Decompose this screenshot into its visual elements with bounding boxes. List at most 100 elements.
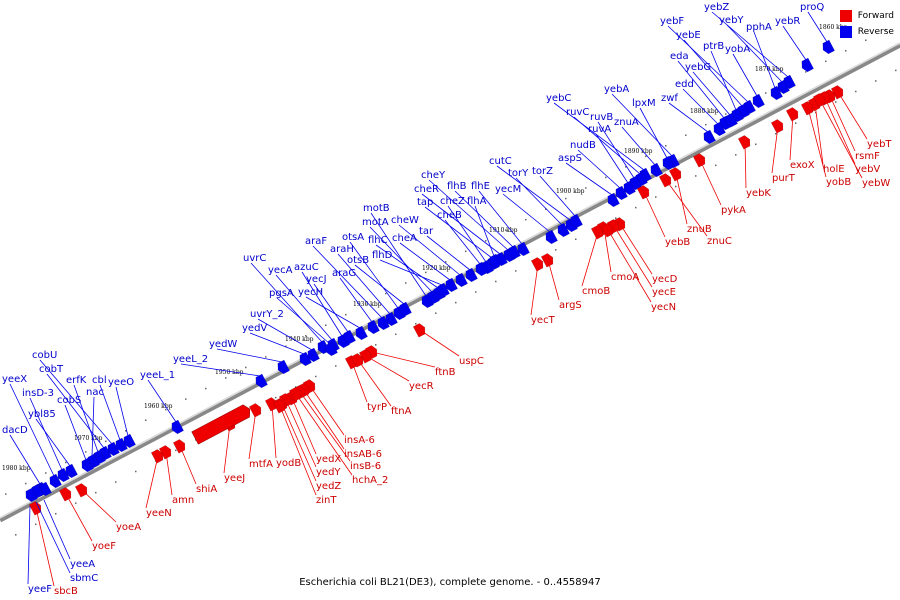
gene-label[interactable]: uspC xyxy=(459,356,484,367)
gene-label[interactable]: cheY xyxy=(421,170,446,181)
gene-label[interactable]: mtfA xyxy=(249,459,273,470)
gene-label[interactable]: aspS xyxy=(558,153,582,164)
gene-label[interactable]: cbl xyxy=(92,375,107,386)
gene-label[interactable]: yecN xyxy=(651,302,676,313)
forward-gene-uspC[interactable] xyxy=(412,322,427,338)
forward-gene-purT[interactable] xyxy=(770,118,785,134)
gene-label[interactable]: yeeJ xyxy=(224,473,245,484)
gene-label[interactable]: proQ xyxy=(800,2,824,13)
gene-label[interactable]: yeeO xyxy=(108,377,134,388)
gene-label[interactable]: lpxM xyxy=(632,98,656,109)
gene-label[interactable]: cheA xyxy=(392,233,417,244)
gene-label[interactable]: motB xyxy=(363,203,390,214)
gene-label[interactable]: insA-6 xyxy=(344,435,375,446)
gene-label[interactable]: yebE xyxy=(676,30,701,41)
reverse-gene-araH[interactable] xyxy=(383,311,398,327)
gene-label[interactable]: cobS xyxy=(57,395,81,406)
reverse-gene-yecJ[interactable] xyxy=(341,329,356,345)
gene-label[interactable]: nudB xyxy=(570,140,596,151)
gene-label[interactable]: yedY xyxy=(316,467,341,478)
gene-label[interactable]: yebA xyxy=(604,84,629,95)
gene-label[interactable]: rsmF xyxy=(855,151,880,162)
gene-label[interactable]: insAB-6 xyxy=(344,449,382,460)
gene-label[interactable]: cmoB xyxy=(582,286,610,297)
reverse-gene-ruvA[interactable] xyxy=(621,180,636,196)
reverse-gene-yeeF[interactable] xyxy=(23,487,38,503)
reverse-gene-yedV[interactable] xyxy=(297,351,312,367)
forward-gene-amn[interactable] xyxy=(158,444,173,460)
gene-label[interactable]: cutC xyxy=(489,156,512,167)
gene-label[interactable]: tap xyxy=(417,197,433,208)
gene-label[interactable]: yobB xyxy=(826,177,851,188)
gene-label[interactable]: yeeA xyxy=(70,559,95,570)
reverse-gene-pgsA[interactable] xyxy=(323,341,338,357)
gene-label[interactable]: yecR xyxy=(409,381,434,392)
gene-label[interactable]: yeeL_2 xyxy=(173,354,208,365)
gene-label[interactable]: ptrB xyxy=(703,41,724,52)
reverse-gene-ybl85[interactable] xyxy=(63,463,78,479)
gene-label[interactable]: yecM xyxy=(495,184,521,195)
reverse-gene-yeeL_1[interactable] xyxy=(169,419,184,435)
gene-label[interactable]: znuA xyxy=(614,117,639,128)
reverse-gene-znuA[interactable] xyxy=(648,162,663,178)
forward-gene-mtfA[interactable] xyxy=(248,402,263,418)
forward-gene-yecR[interactable] xyxy=(358,348,373,364)
gene-label[interactable]: cheR xyxy=(414,184,439,195)
gene-label[interactable]: yebR xyxy=(775,16,800,27)
gene-label[interactable]: motA xyxy=(362,217,389,228)
gene-label[interactable]: yodB xyxy=(276,458,301,469)
gene-label[interactable]: otsB xyxy=(347,255,369,266)
gene-label[interactable]: yoeF xyxy=(92,541,116,552)
reverse-gene-yebY[interactable] xyxy=(775,79,790,95)
reverse-gene-yeeA[interactable] xyxy=(37,481,52,497)
gene-label[interactable]: ftnA xyxy=(391,406,412,417)
forward-gene-znuB[interactable] xyxy=(668,166,683,182)
reverse-gene-otsB[interactable] xyxy=(397,301,412,317)
gene-label[interactable]: insD-3 xyxy=(22,388,54,399)
reverse-gene-yobA[interactable] xyxy=(750,93,765,109)
gene-label[interactable]: araH xyxy=(330,244,354,255)
forward-gene-yoeA[interactable] xyxy=(74,482,89,498)
reverse-gene-aspS[interactable] xyxy=(605,192,620,208)
gene-label[interactable]: araF xyxy=(305,236,327,247)
gene-label[interactable]: tar xyxy=(419,226,434,237)
reverse-gene-yebR[interactable] xyxy=(799,57,814,73)
reverse-gene-nudB[interactable] xyxy=(613,185,628,201)
gene-label[interactable]: dacD xyxy=(2,425,28,436)
reverse-gene-yeeL_2[interactable] xyxy=(253,373,268,389)
gene-label[interactable]: znuB xyxy=(687,224,712,235)
gene-label[interactable]: flhD xyxy=(372,250,393,261)
gene-label[interactable]: flhA xyxy=(467,196,487,207)
gene-label[interactable]: uvrY_2 xyxy=(250,309,284,320)
gene-label[interactable]: holE xyxy=(823,164,845,175)
gene-label[interactable]: ybl85 xyxy=(28,409,56,420)
gene-label[interactable]: yobA xyxy=(725,44,750,55)
forward-gene-znuC[interactable] xyxy=(658,172,673,188)
reverse-gene-proQ[interactable] xyxy=(820,39,835,55)
gene-label[interactable]: pphA xyxy=(746,22,772,33)
gene-label[interactable]: araG xyxy=(332,268,356,279)
forward-gene-yeeJ-block[interactable] xyxy=(191,403,253,445)
reverse-gene-yecH[interactable] xyxy=(353,325,368,341)
gene-label[interactable]: cobU xyxy=(32,350,57,361)
forward-gene-yecT[interactable] xyxy=(530,256,545,272)
gene-label[interactable]: yedX xyxy=(316,454,341,465)
gene-label[interactable]: yedV xyxy=(242,323,267,334)
gene-label[interactable]: azuC xyxy=(294,262,319,273)
forward-gene-argS[interactable] xyxy=(540,252,555,268)
reverse-gene-flhD[interactable] xyxy=(435,282,450,298)
gene-label[interactable]: exoX xyxy=(790,160,815,171)
forward-gene-exoX[interactable] xyxy=(785,106,800,122)
gene-label[interactable]: erfK xyxy=(66,375,87,386)
gene-label[interactable]: zwf xyxy=(661,93,678,104)
reverse-gene-cheW[interactable] xyxy=(453,272,468,288)
reverse-gene-yecM[interactable] xyxy=(543,229,558,245)
reverse-gene-tar[interactable] xyxy=(463,267,478,283)
gene-label[interactable]: yeeN xyxy=(146,508,172,519)
reverse-gene-cheA[interactable] xyxy=(443,277,458,293)
reverse-gene-flhE[interactable] xyxy=(515,241,530,257)
gene-label[interactable]: yoeA xyxy=(116,522,141,533)
gene-label[interactable]: yecD xyxy=(652,274,678,285)
gene-label[interactable]: edd xyxy=(675,79,694,90)
gene-label[interactable]: yebY xyxy=(719,15,744,26)
